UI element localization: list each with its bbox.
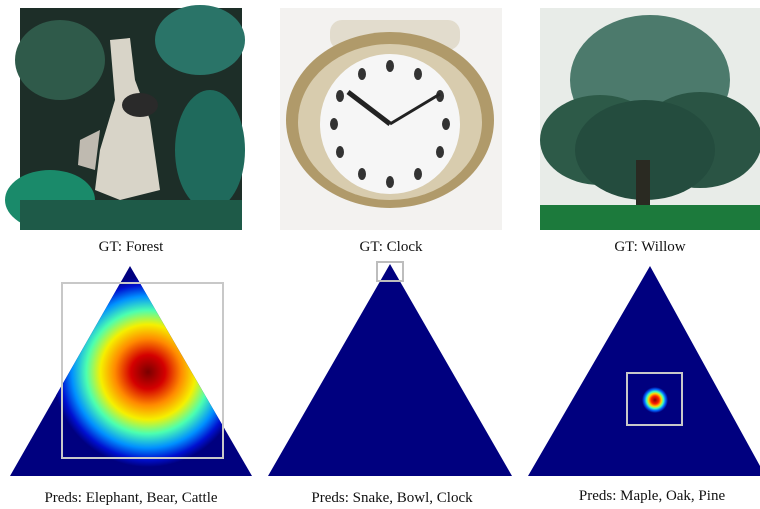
- gt-label: GT: Willow: [614, 239, 685, 255]
- figure: GT: Forest GT: Clock GT: Willow Preds: E…: [0, 0, 760, 509]
- gt-label: GT: Forest: [99, 239, 164, 255]
- simplex-heatmap: [268, 262, 512, 476]
- image-forest: [5, 5, 245, 230]
- gt-label: GT: Clock: [360, 239, 423, 255]
- image-willow: [540, 8, 760, 230]
- image-clock: [280, 8, 502, 230]
- preds-label: Preds: Elephant, Bear, Cattle: [44, 490, 217, 506]
- preds-label: Preds: Snake, Bowl, Clock: [311, 490, 473, 506]
- preds-label: Preds: Maple, Oak, Pine: [579, 488, 726, 504]
- simplex-heatmap: [528, 266, 760, 476]
- simplex-heatmap: [10, 266, 252, 476]
